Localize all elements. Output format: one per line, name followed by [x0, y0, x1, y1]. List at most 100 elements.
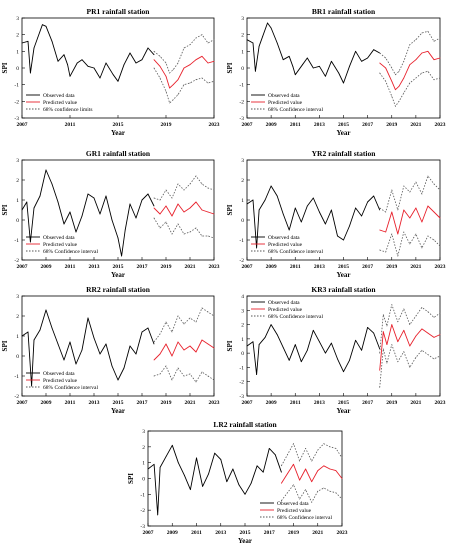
data-point [386, 325, 388, 327]
x-tick-label: 2009 [167, 530, 178, 536]
data-point [105, 195, 107, 197]
data-point [395, 105, 396, 107]
x-tick-label: 2007 [17, 264, 28, 270]
data-point [177, 183, 179, 185]
chart-panel-7: LR2 rainfall station -3 -2 -1 0 1 2 3 2007 2009 20… [127, 420, 348, 545]
observed-line [21, 309, 155, 387]
data-point [409, 82, 411, 84]
y-tick-label: 3 [16, 294, 19, 300]
data-point [207, 235, 209, 237]
x-tick-label: 2017 [137, 400, 148, 406]
data-point [379, 352, 381, 354]
x-tick-label: 2023 [435, 264, 446, 270]
data-point [165, 455, 167, 457]
y-axis-label: SPI [1, 204, 9, 215]
data-point [129, 52, 131, 54]
x-tick-label: 2009 [266, 400, 277, 406]
y-axis-label: SPI [226, 62, 234, 73]
data-point [415, 233, 417, 235]
data-point [246, 203, 248, 205]
data-point [305, 448, 306, 449]
data-point [153, 341, 155, 343]
data-point [30, 72, 31, 74]
data-point [281, 482, 282, 484]
x-tick-label: 2007 [242, 122, 253, 128]
y-tick-label: -1 [14, 374, 19, 380]
data-point [311, 460, 313, 462]
data-point [415, 59, 417, 61]
data-point [81, 215, 83, 217]
data-point [45, 25, 47, 27]
x-tick-label: 2013 [89, 400, 100, 406]
x-tick-label: 2011 [290, 122, 301, 128]
data-point [147, 193, 149, 195]
data-point [382, 348, 384, 350]
data-point [397, 209, 399, 211]
data-point [105, 62, 107, 64]
data-point [355, 50, 356, 52]
data-point [21, 42, 23, 44]
x-tick-label: 2007 [17, 122, 28, 128]
data-point [117, 80, 119, 82]
data-point [189, 317, 191, 319]
y-tick-label: -3 [140, 524, 145, 530]
y-axis-label: SPI [1, 340, 9, 351]
data-point [202, 486, 204, 487]
data-point [281, 471, 282, 473]
data-point [294, 344, 296, 345]
data-point [427, 311, 429, 313]
data-point [33, 339, 35, 341]
data-point [391, 324, 393, 325]
data-point [238, 484, 240, 486]
data-point [439, 77, 441, 79]
chart-panel-5: RR2 rainfall station -2 -1 0 1 2 3 2007 2009 2011… [1, 285, 220, 415]
data-point [395, 89, 396, 91]
data-point [421, 328, 423, 330]
data-point [287, 454, 288, 456]
data-point [421, 349, 423, 351]
data-point [409, 64, 411, 66]
data-point [27, 40, 29, 42]
data-point [67, 64, 68, 66]
data-point [69, 341, 71, 343]
data-point [415, 357, 417, 358]
data-point [258, 344, 260, 345]
data-point [189, 44, 191, 46]
y-tick-label: 1 [16, 198, 19, 204]
data-point [427, 332, 429, 334]
data-point [171, 215, 173, 217]
data-point [421, 247, 423, 249]
chart-panel-4: YR2 rainfall station -2 -1 0 1 2 3 2007 2009 2011… [226, 149, 446, 279]
data-point [403, 60, 405, 62]
data-point [57, 201, 59, 203]
y-tick-label: -2 [140, 508, 145, 514]
data-point [177, 315, 179, 317]
data-point [171, 379, 173, 381]
data-point [379, 387, 381, 388]
y-tick-label: 3 [16, 16, 19, 22]
data-point [379, 52, 381, 54]
data-point [63, 54, 65, 56]
data-point [319, 341, 320, 343]
data-point [373, 195, 375, 197]
y-tick-label: -2 [14, 99, 19, 105]
data-point [201, 339, 203, 341]
chart-title: GR1 rainfall station [86, 149, 151, 158]
data-point [207, 187, 209, 189]
data-point [87, 193, 89, 195]
x-tick-label: 2013 [314, 400, 325, 406]
data-point [81, 349, 83, 351]
data-point [433, 40, 435, 42]
data-point [171, 197, 173, 199]
data-point [331, 342, 332, 344]
confidence-line [379, 231, 441, 257]
data-point [207, 42, 209, 44]
legend-label: 68% Confidence interval [268, 248, 323, 255]
data-point [45, 169, 47, 171]
data-point [325, 75, 326, 77]
data-point [195, 227, 197, 229]
data-point [129, 345, 131, 347]
data-point [256, 247, 257, 249]
